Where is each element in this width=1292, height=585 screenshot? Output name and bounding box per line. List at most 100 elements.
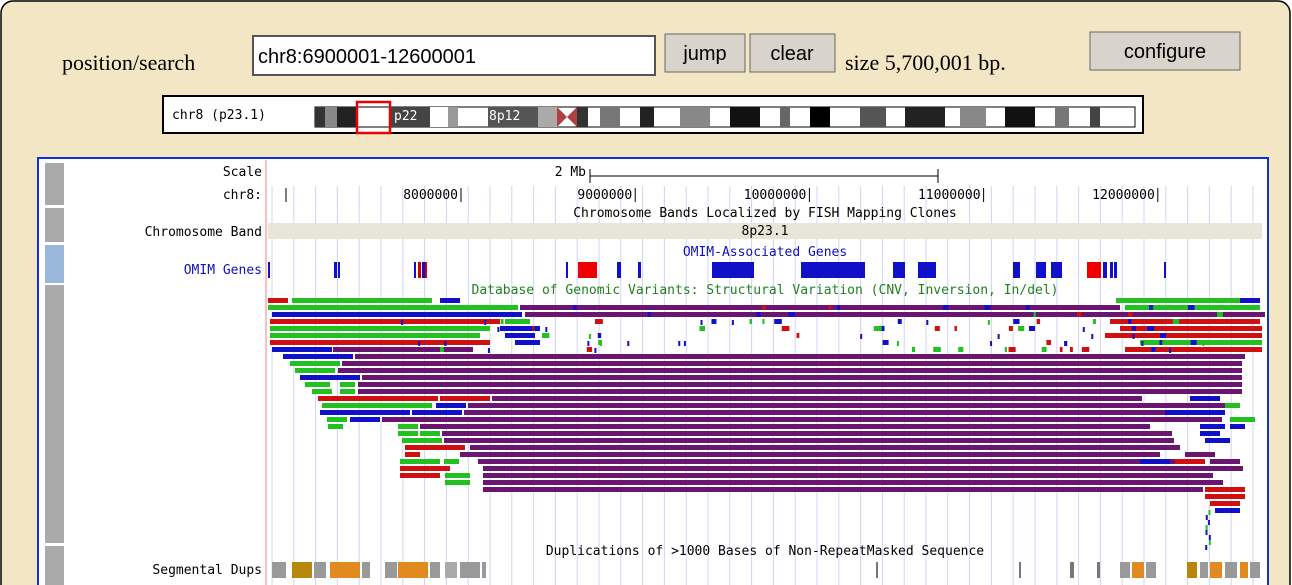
variant [1205, 530, 1208, 535]
ideogram-band [680, 107, 710, 127]
variant [520, 305, 1120, 310]
search-label: position/search [62, 50, 195, 75]
track-label: Scale [223, 165, 262, 180]
variant [328, 424, 343, 429]
variant [1190, 340, 1197, 345]
variant [350, 417, 380, 422]
variant [1205, 494, 1245, 499]
variant [683, 341, 686, 346]
variant [958, 347, 964, 352]
omim-gene [418, 262, 421, 278]
jump-button[interactable]: jump [664, 33, 746, 73]
variant [1225, 403, 1240, 408]
variant [1128, 319, 1132, 324]
variant [1205, 525, 1208, 530]
variant [525, 312, 1265, 317]
button-box [664, 33, 746, 73]
omim-gene [414, 262, 416, 278]
variant [305, 382, 330, 387]
variant [1105, 333, 1262, 338]
variant [1092, 319, 1096, 324]
segdup [460, 562, 480, 578]
scale-bar [589, 169, 939, 183]
ideogram-band [448, 107, 458, 127]
omim-gene [338, 262, 340, 278]
variant [678, 341, 681, 346]
variant [1141, 341, 1144, 346]
configure-button[interactable]: configure [1089, 31, 1241, 71]
button-box [1089, 31, 1241, 71]
omim-gene [893, 262, 905, 278]
variant [484, 320, 487, 325]
variant [445, 473, 470, 478]
track-title: Database of Genomic Variants: Structural… [472, 283, 1059, 298]
ideogram-band [337, 107, 357, 127]
ideogram-band [640, 107, 654, 127]
variant [1046, 340, 1052, 345]
variant [1091, 334, 1094, 339]
variant [796, 333, 800, 338]
track-label: Segmental Dups [152, 563, 262, 578]
search-input[interactable]: chr8:6900001-12600001 [252, 35, 656, 76]
variant [405, 452, 420, 457]
variant [990, 341, 993, 346]
variant [1208, 510, 1211, 515]
variant [836, 305, 841, 310]
variant [312, 389, 332, 394]
segdup [1146, 562, 1156, 578]
variant [502, 305, 506, 310]
ideogram[interactable]: chr8 (p23.1) p22 8p12 [162, 95, 1144, 135]
variant [340, 382, 355, 387]
variant [1069, 347, 1073, 352]
variant [1210, 501, 1240, 506]
variant [342, 361, 1242, 366]
variant [1036, 319, 1041, 324]
ideogram-band [488, 107, 538, 127]
track-label: OMIM Genes [184, 263, 262, 278]
variant [400, 473, 440, 478]
omim-gene [712, 262, 754, 278]
ideogram-band [390, 107, 430, 127]
variant [268, 305, 518, 310]
omim-gene [422, 262, 425, 278]
variant [436, 403, 466, 408]
variant [1205, 438, 1230, 443]
variant [749, 319, 752, 324]
ideogram-band [538, 107, 558, 127]
variant [587, 341, 590, 346]
variant [480, 340, 488, 345]
variant [340, 389, 355, 394]
segdup [398, 562, 428, 578]
clear-button[interactable]: clear [749, 33, 836, 73]
band-bar [268, 223, 1262, 239]
segdup [385, 562, 397, 578]
variant [1208, 535, 1211, 540]
omim-gene [566, 262, 568, 278]
variant [464, 410, 1169, 415]
variant [756, 312, 761, 317]
variant [410, 466, 450, 471]
variant [445, 480, 470, 485]
side-button [45, 163, 64, 205]
segdup [1187, 562, 1197, 578]
segdup [1019, 562, 1021, 578]
segdup [482, 562, 486, 578]
variant [1169, 348, 1172, 353]
button-label: jump [682, 43, 726, 65]
variant [1190, 396, 1220, 401]
ideogram-band [315, 107, 325, 127]
variant [1025, 305, 1030, 310]
track-label: chr8: [223, 188, 262, 203]
variant [420, 424, 1150, 429]
variant [1217, 312, 1223, 317]
variant [500, 326, 540, 331]
variant [1004, 347, 1007, 352]
dgv-variants [268, 298, 1265, 550]
variant [270, 326, 490, 331]
variant [1077, 312, 1082, 317]
variant [1148, 305, 1154, 310]
variant [499, 305, 506, 310]
variant [997, 334, 1000, 339]
variant [318, 396, 438, 401]
